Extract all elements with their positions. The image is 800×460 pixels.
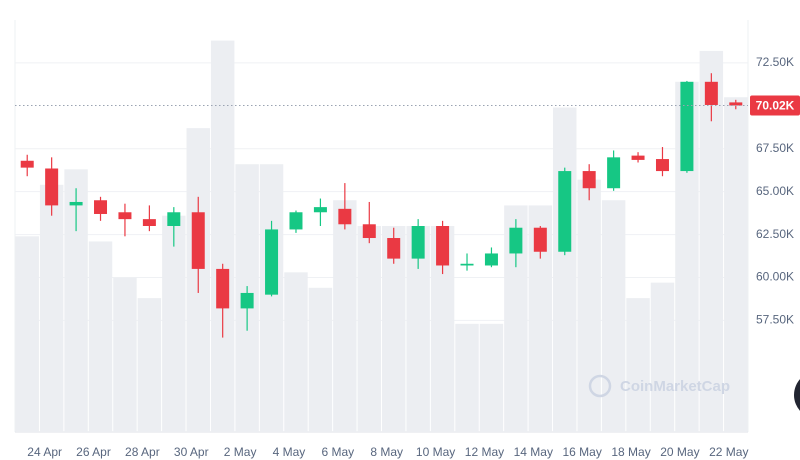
volume-bar [699, 50, 724, 433]
volume-bar [259, 164, 284, 432]
volume-bar [504, 205, 528, 432]
volume-bar [650, 282, 675, 432]
x-tick-label: 26 Apr [76, 445, 111, 459]
volume-bar [479, 323, 504, 432]
x-tick-label: 30 Apr [174, 445, 209, 459]
x-tick-label: 28 Apr [125, 445, 160, 459]
watermark: CoinMarketCap [620, 378, 730, 395]
volume-bar [308, 287, 333, 432]
candle-body [509, 227, 523, 254]
candle-body [582, 171, 596, 189]
volume-bar [430, 226, 455, 432]
candle-body [167, 212, 181, 226]
y-tick-label: 67.50K [756, 141, 794, 155]
volume-bar [455, 323, 479, 432]
volume-bar [162, 215, 186, 432]
volume-bar [553, 107, 577, 433]
y-tick-label: 72.50K [756, 55, 794, 69]
x-tick-label: 2 May [224, 445, 257, 459]
x-tick-label: 10 May [416, 445, 455, 459]
candle-body [484, 253, 498, 266]
x-tick-label: 14 May [514, 445, 553, 459]
candle-body [436, 226, 450, 266]
corner-button[interactable] [794, 371, 800, 419]
candle-body [313, 207, 327, 213]
candle-body [558, 171, 572, 252]
x-tick-label: 20 May [660, 445, 699, 459]
volume-bar [284, 272, 308, 432]
last-price-label: 70.02K [756, 99, 795, 113]
x-tick-label: 6 May [322, 445, 355, 459]
volume-bar [15, 236, 39, 432]
candle-body [94, 200, 108, 214]
candle-body [69, 201, 83, 206]
candle-body [607, 157, 621, 189]
volume-bar [113, 277, 137, 432]
candle-body [460, 263, 474, 266]
candle-body [411, 226, 425, 259]
candle-body [631, 155, 645, 160]
y-tick-label: 57.50K [756, 313, 794, 327]
candle-body [387, 238, 401, 259]
volume-bar [333, 200, 357, 432]
volume-bar [357, 226, 381, 432]
candle-body [191, 212, 205, 269]
watermark-logo [588, 374, 612, 398]
candle-body [142, 219, 156, 226]
candle-body [362, 224, 376, 239]
volume-bar [577, 179, 601, 432]
volume-bar [88, 241, 113, 432]
candle-body [680, 81, 694, 172]
x-tick-label: 18 May [611, 445, 650, 459]
volume-bar [601, 200, 626, 432]
candle-body [20, 160, 34, 168]
x-tick-label: 24 Apr [27, 445, 62, 459]
volume-bar [64, 169, 88, 432]
candle-body [655, 159, 669, 172]
x-tick-label: 22 May [709, 445, 748, 459]
volume-bar [210, 40, 235, 432]
y-tick-label: 60.00K [756, 270, 794, 284]
x-tick-label: 16 May [563, 445, 602, 459]
candle-body [216, 268, 230, 309]
volume-bar [39, 184, 64, 432]
candle-body [338, 208, 352, 225]
x-tick-label: 12 May [465, 445, 504, 459]
candle-body [118, 212, 132, 220]
volume-bar [626, 298, 650, 432]
volume-bar [382, 226, 406, 432]
volume-bar [528, 205, 553, 432]
y-tick-label: 62.50K [756, 227, 794, 241]
volume-bar [137, 298, 162, 432]
candle-body [533, 227, 547, 252]
candle-body [265, 229, 279, 295]
candle-body [289, 212, 303, 230]
candle-body [240, 292, 254, 309]
x-tick-label: 8 May [370, 445, 403, 459]
candle-body [45, 168, 59, 206]
candle-body [729, 102, 743, 106]
x-tick-label: 4 May [273, 445, 306, 459]
y-tick-label: 65.00K [756, 184, 794, 198]
volume-bar [406, 226, 430, 432]
last-price-badge [750, 95, 800, 116]
volume-bar [724, 97, 748, 432]
candle-body [704, 81, 718, 105]
